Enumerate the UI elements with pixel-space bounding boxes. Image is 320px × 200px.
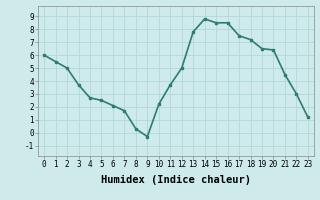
X-axis label: Humidex (Indice chaleur): Humidex (Indice chaleur): [101, 175, 251, 185]
